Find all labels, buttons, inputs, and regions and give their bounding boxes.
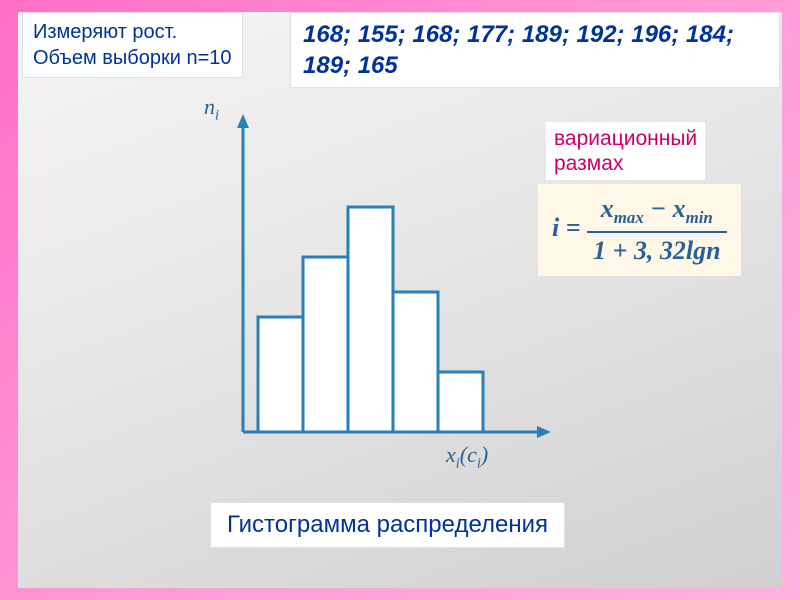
x-axis-label: xi(ci) — [446, 442, 488, 472]
description-box: Измеряют рост. Объем выборки n=10 — [22, 12, 243, 78]
description-line2: Объем выборки n=10 — [33, 45, 232, 71]
chart-svg — [198, 92, 558, 452]
formula-numerator: xmax − xmin — [587, 194, 727, 233]
range-label-box: вариационный размах — [546, 122, 705, 180]
range-label-line2: размах — [554, 151, 697, 176]
formula-fraction: xmax − xmin 1 + 3, 32lgn — [587, 194, 727, 266]
caption-box: Гистограмма распределения — [210, 502, 565, 548]
formula-denominator: 1 + 3, 32lgn — [587, 233, 727, 266]
description-line1: Измеряют рост. — [33, 19, 232, 45]
histogram-chart — [198, 92, 558, 452]
content-panel: Измеряют рост. Объем выборки n=10 168; 1… — [18, 12, 782, 588]
data-values-box: 168; 155; 168; 177; 189; 192; 196; 184; … — [290, 12, 780, 88]
range-label-line1: вариационный — [554, 126, 697, 151]
formula-box: i = xmax − xmin 1 + 3, 32lgn — [538, 184, 741, 276]
formula-equals: = — [566, 213, 587, 242]
